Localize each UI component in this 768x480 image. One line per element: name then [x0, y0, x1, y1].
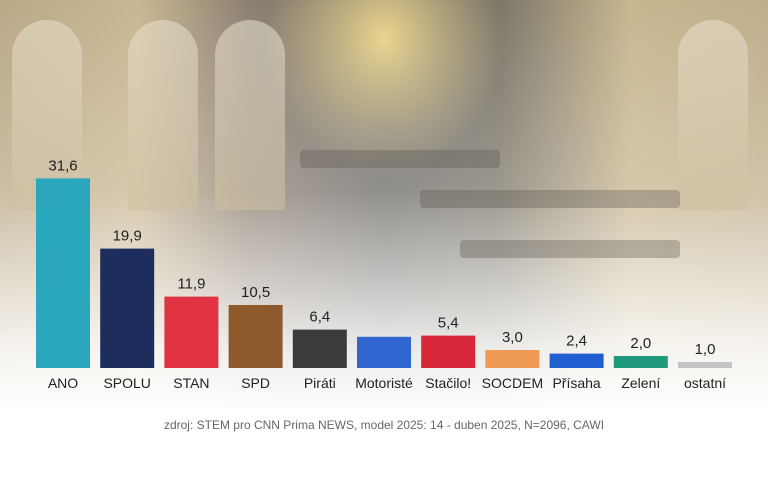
bar-SPD [228, 305, 283, 368]
category-label: SOCDEM [482, 375, 543, 391]
category-label: Piráti [304, 375, 336, 391]
background-arch [12, 20, 82, 210]
value-label: 31,6 [48, 157, 77, 174]
category-label: SPD [241, 375, 270, 391]
background-bench [300, 150, 500, 168]
bar-Přísaha [549, 353, 604, 368]
category-label: ostatní [684, 375, 726, 391]
value-label: 6,4 [309, 309, 330, 326]
bar-ANO [36, 178, 90, 368]
value-label: 2,0 [630, 335, 651, 352]
bar-Piráti [292, 329, 347, 368]
background-arch [678, 20, 748, 210]
category-label: ANO [48, 375, 78, 391]
category-label: Stačilo! [425, 375, 471, 391]
background-arch [128, 20, 198, 210]
bar-Zelení [613, 356, 668, 368]
category-label: STAN [173, 375, 209, 391]
value-label: 1,0 [695, 341, 716, 358]
category-label: Motoristé [355, 375, 413, 391]
background-bench [460, 240, 680, 258]
bar-SOCDEM [485, 350, 540, 368]
source-note: zdroj: STEM pro CNN Prima NEWS, model 20… [163, 418, 605, 432]
bar-ostatní [678, 362, 732, 368]
value-label: 10,5 [241, 284, 270, 301]
value-label: 11,9 [177, 276, 205, 293]
bar-Stačilo! [421, 335, 476, 368]
category-label: SPOLU [103, 375, 150, 391]
value-label: 3,0 [502, 329, 523, 346]
value-label: 19,9 [113, 228, 142, 245]
bar-SPOLU [100, 248, 155, 368]
value-label: 2,4 [566, 333, 587, 350]
background-arch [215, 20, 285, 210]
category-label: Zelení [621, 375, 660, 391]
category-label: Přísaha [552, 375, 600, 391]
bar-STAN [164, 296, 219, 368]
bar-Motoristé [357, 336, 411, 368]
value-label: 5,4 [438, 315, 459, 332]
background-bench [420, 190, 680, 208]
